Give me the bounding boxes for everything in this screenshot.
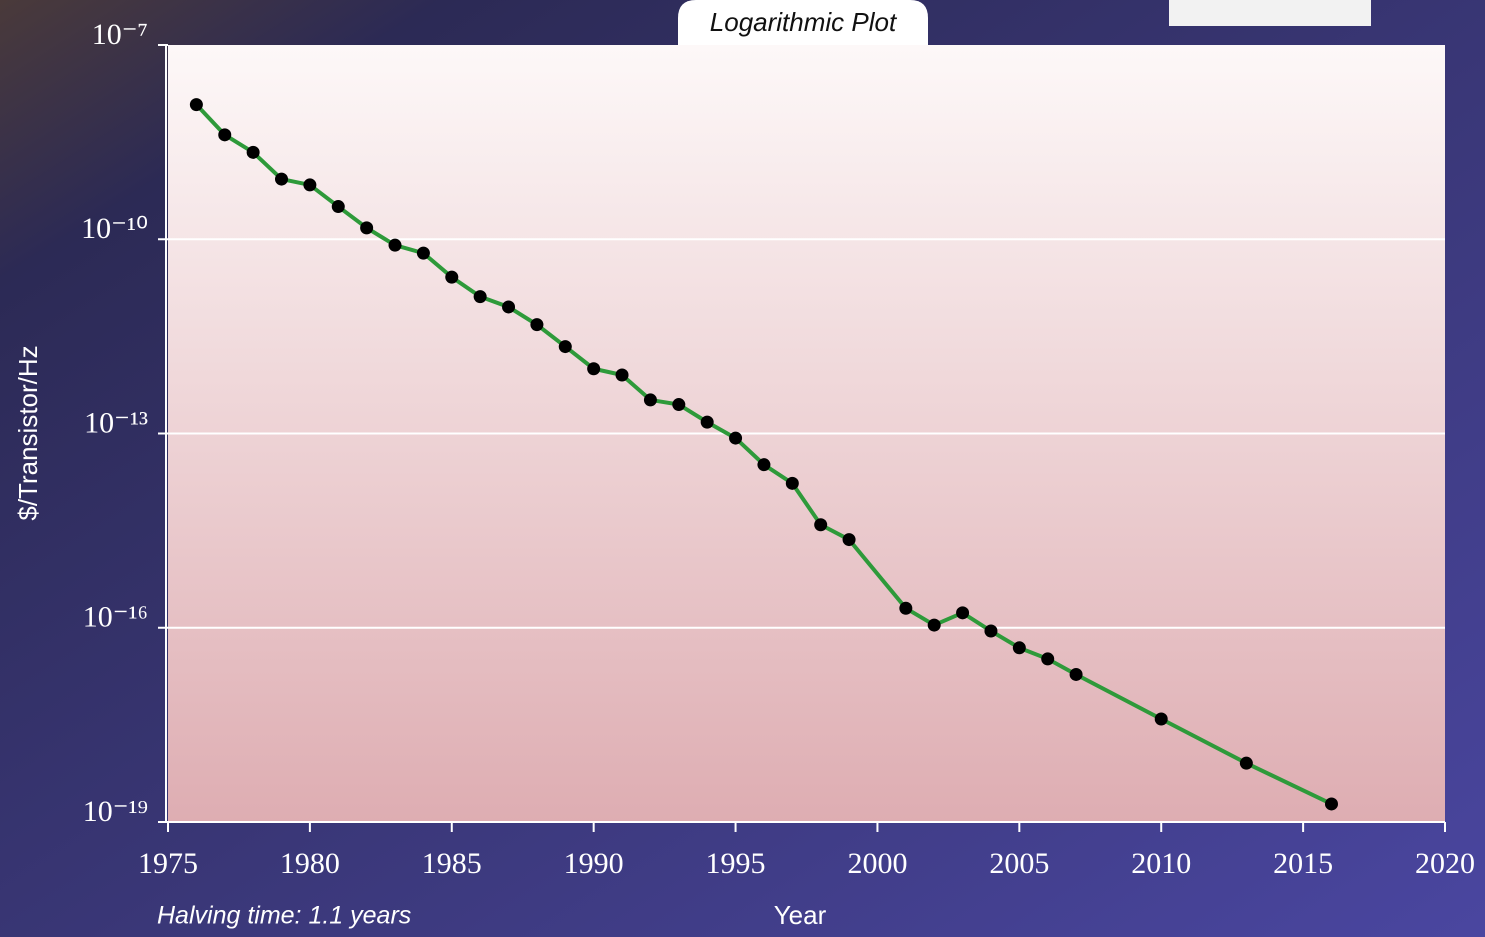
data-point: [672, 398, 686, 412]
data-point: [246, 145, 260, 159]
data-point: [473, 290, 487, 304]
data-point: [842, 533, 856, 547]
data-point: [1239, 756, 1253, 770]
data-point: [218, 128, 232, 142]
data-point: [530, 318, 544, 332]
title-tab: [678, 0, 928, 45]
data-point: [388, 238, 402, 252]
data-point: [416, 246, 430, 260]
data-point: [700, 415, 714, 429]
data-point: [956, 606, 970, 620]
y-tick-label: 10⁻⁷: [92, 18, 148, 51]
data-point: [303, 178, 317, 192]
data-point: [984, 624, 998, 638]
annotation: Halving time: 1.1 years: [157, 902, 411, 930]
data-point: [757, 458, 771, 472]
data-point: [1154, 712, 1168, 726]
y-tick-label: 10⁻¹⁶: [83, 601, 148, 634]
data-point: [927, 618, 941, 632]
y-axis-label: $/Transistor/Hz: [13, 345, 43, 520]
data-point: [729, 431, 743, 445]
data-point: [1069, 667, 1083, 681]
data-point: [502, 300, 516, 314]
data-point: [445, 270, 459, 284]
data-point: [899, 601, 913, 615]
x-tick-label: 1980: [280, 847, 340, 880]
data-point: [331, 200, 345, 214]
y-tick-label: 10⁻¹⁰: [81, 212, 148, 245]
data-point: [1012, 641, 1026, 655]
x-tick-label: 1975: [138, 847, 198, 880]
data-point: [360, 221, 374, 235]
thumbnail-fragment: [1169, 0, 1371, 26]
y-tick-label: 10⁻¹⁹: [83, 795, 148, 828]
x-tick-label: 1985: [422, 847, 482, 880]
x-axis-label: Year: [774, 900, 827, 930]
data-point: [275, 172, 289, 186]
x-tick-label: 2010: [1131, 847, 1191, 880]
data-point: [189, 98, 203, 112]
chart-title: Logarithmic Plot: [710, 7, 898, 37]
data-point: [558, 340, 572, 354]
x-tick-label: 2005: [989, 847, 1049, 880]
data-point: [785, 476, 799, 490]
x-tick-label: 2020: [1415, 847, 1475, 880]
x-tick-label: 2000: [847, 847, 907, 880]
data-point: [587, 362, 601, 376]
data-point: [814, 518, 828, 532]
x-tick-label: 2015: [1273, 847, 1333, 880]
x-tick-label: 1995: [706, 847, 766, 880]
data-line: [194, 103, 1333, 806]
x-tick-label: 1990: [564, 847, 624, 880]
data-point: [643, 393, 657, 407]
data-point: [1041, 652, 1055, 666]
data-point: [1324, 797, 1338, 811]
data-point: [615, 368, 629, 382]
y-tick-label: 10⁻¹³: [84, 406, 148, 439]
